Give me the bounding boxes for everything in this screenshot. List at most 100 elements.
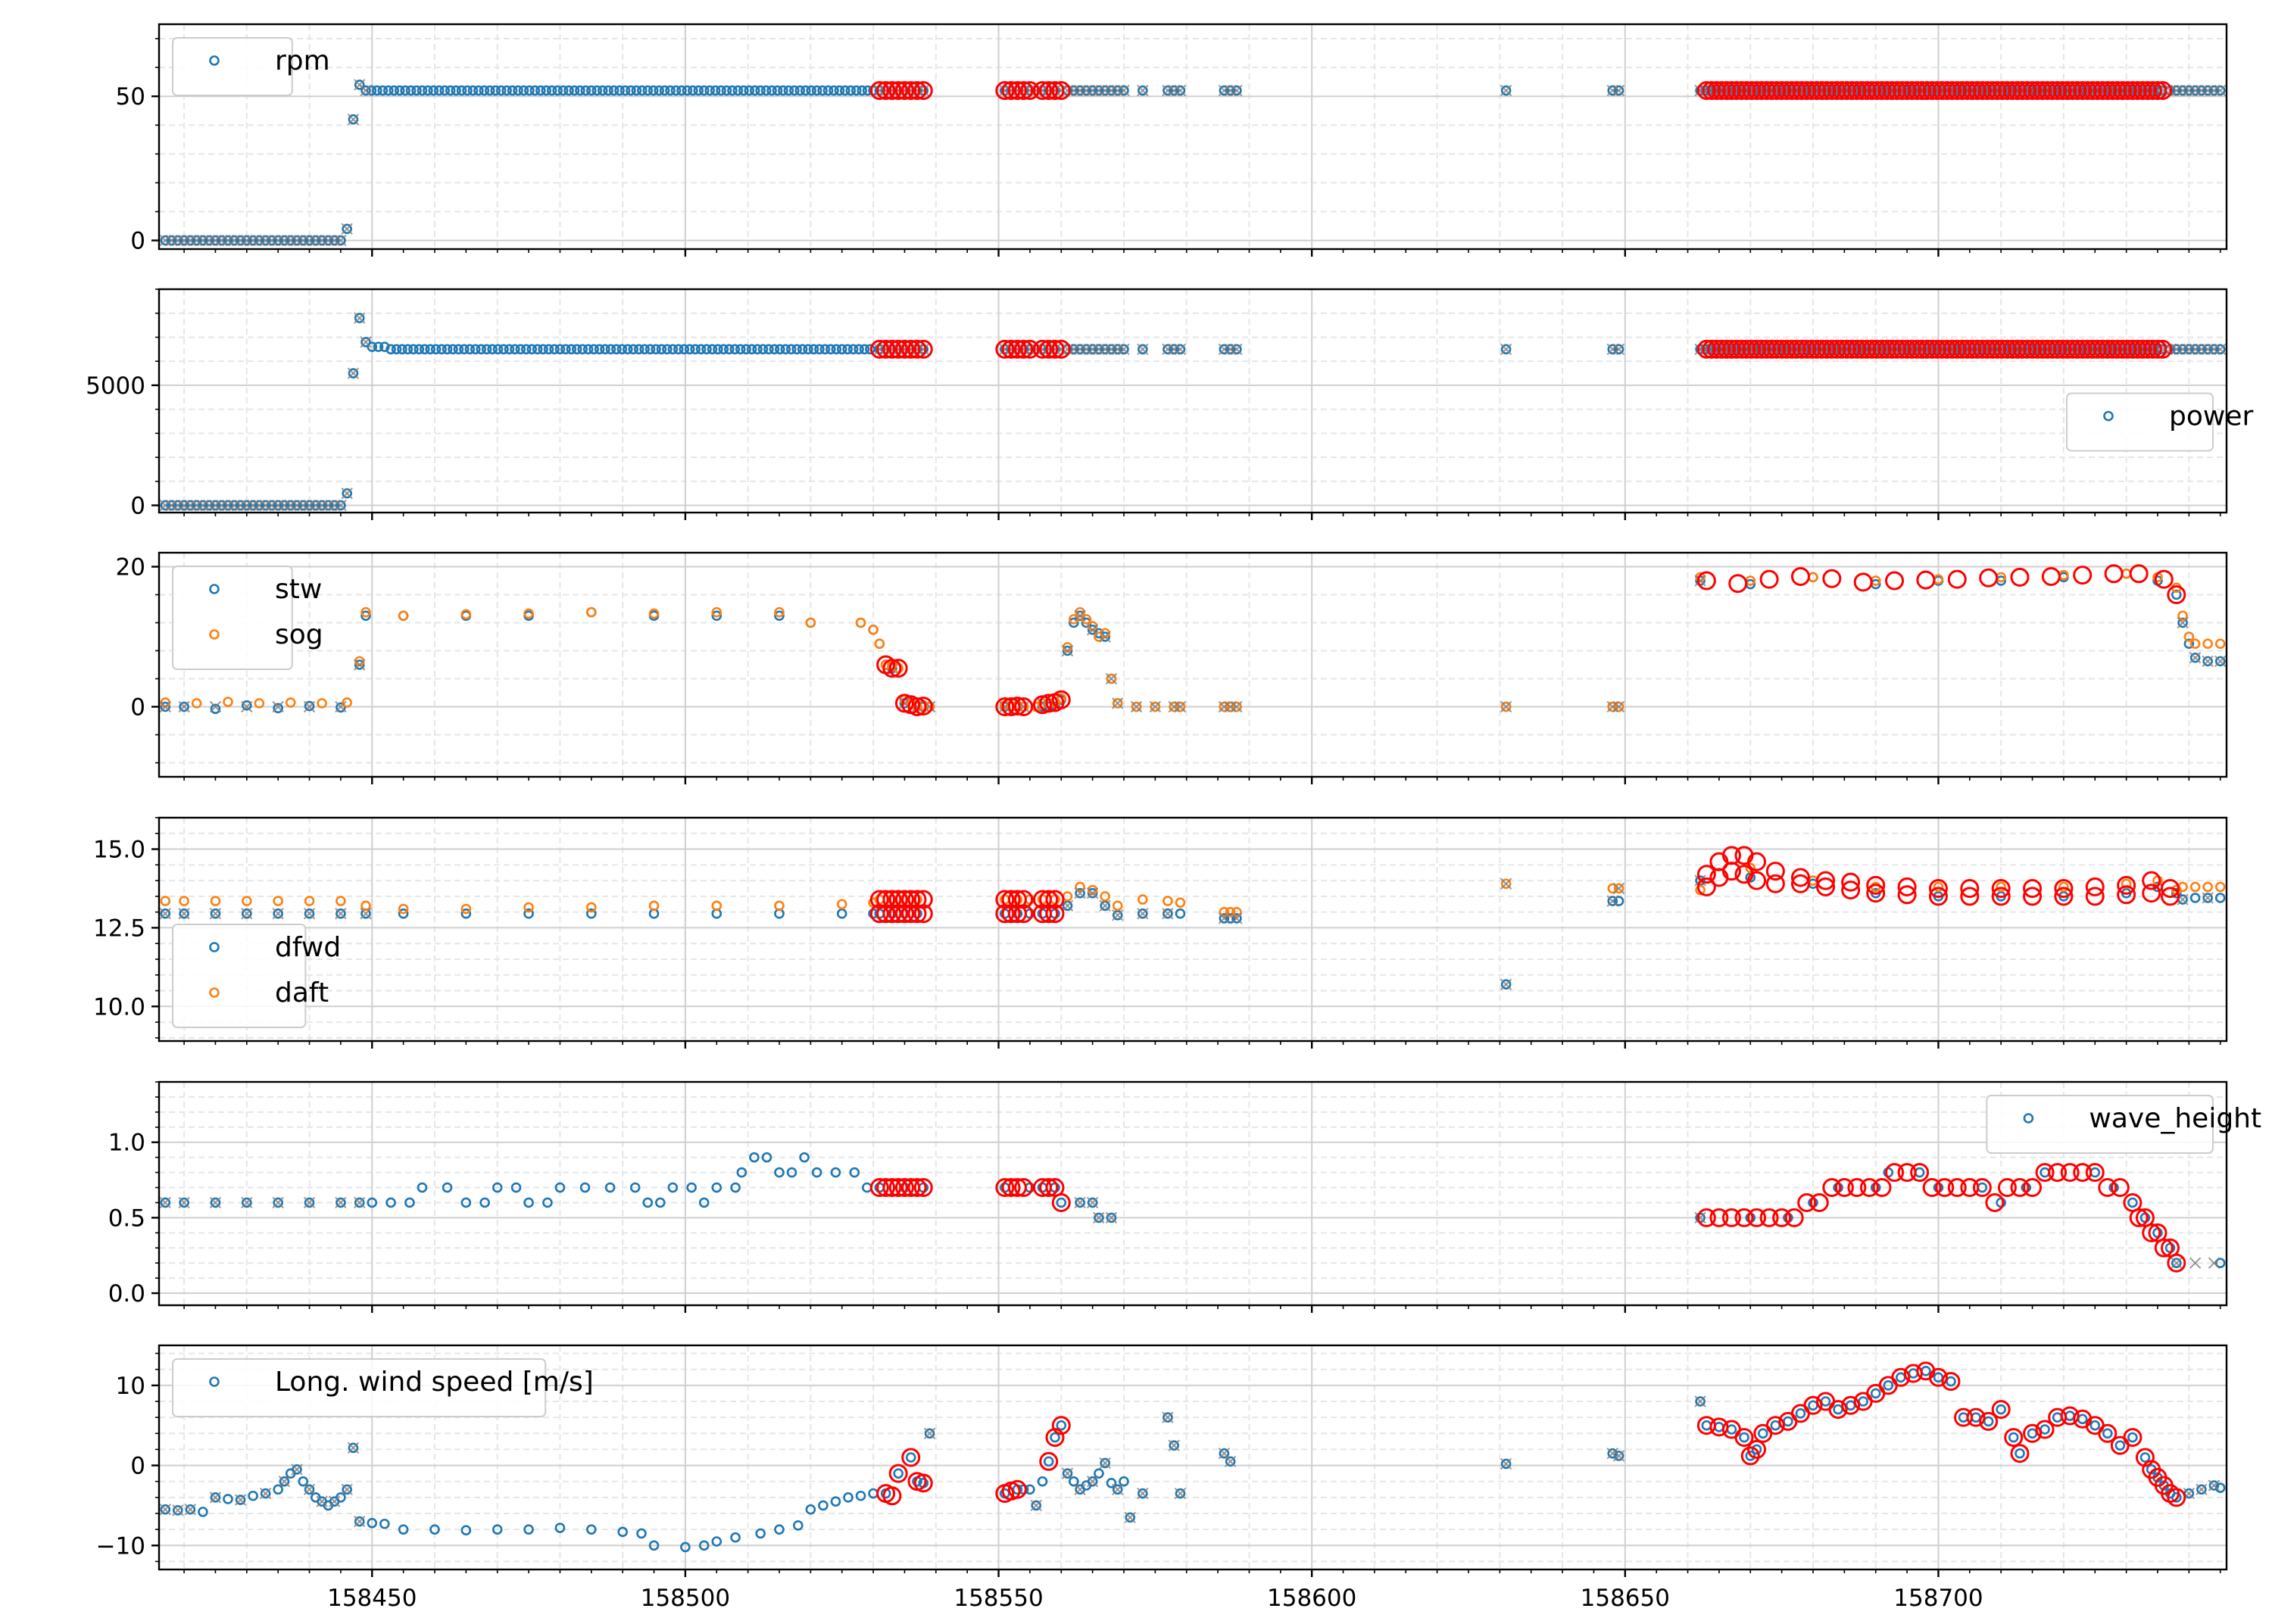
highlight-ring: [894, 339, 914, 359]
point-power: [538, 344, 548, 355]
point-Long. wind speed [m/s]: [2102, 1428, 2113, 1439]
cross-marker: [1086, 1196, 1099, 1209]
point-rpm: [2177, 85, 2188, 96]
point-power: [797, 344, 808, 355]
point-Long. wind speed [m/s]: [905, 1452, 916, 1463]
point-stw: [354, 659, 365, 670]
highlight-ring: [2068, 339, 2087, 359]
point-Long. wind speed [m/s]: [730, 1532, 741, 1543]
highlight-ring: [1762, 339, 1781, 359]
highlight-ring: [2052, 339, 2072, 359]
point-power: [1075, 344, 1085, 355]
point-power: [560, 344, 571, 355]
cross-marker: [272, 1196, 284, 1209]
point-sog: [2202, 638, 2213, 650]
point-daft: [304, 896, 315, 906]
point-Long. wind speed [m/s]: [711, 1536, 722, 1547]
highlight-ring: [1712, 339, 1731, 359]
highlight-ring: [2060, 1163, 2080, 1183]
point-rpm: [1075, 85, 1085, 96]
point-rpm: [423, 85, 433, 96]
point-daft: [1175, 897, 1186, 908]
point-power: [1087, 344, 1098, 355]
highlight-ring: [1962, 339, 1982, 359]
point-sog: [2183, 631, 2195, 642]
point-wave_height: [1087, 1197, 1098, 1208]
point-rpm: [727, 85, 738, 96]
point-stw: [2171, 589, 2182, 600]
point-rpm: [1106, 85, 1117, 96]
point-rpm: [335, 235, 346, 246]
point-power: [667, 344, 679, 355]
point-power: [2183, 344, 2195, 355]
point-power: [360, 336, 371, 348]
highlight-ring: [1007, 1479, 1027, 1499]
highlight-ring: [869, 339, 889, 359]
highlight-ring: [913, 339, 933, 359]
highlight-ring: [1960, 878, 1980, 898]
highlight-ring: [1747, 852, 1767, 871]
point-rpm: [659, 85, 670, 96]
highlight-ring: [1007, 1178, 1027, 1198]
highlight-ring: [1001, 890, 1021, 909]
cross-marker: [354, 1196, 366, 1209]
point-rpm: [755, 85, 766, 96]
highlight-ring: [1721, 81, 1741, 101]
point-stw: [2214, 656, 2226, 667]
point-dfwd: [1231, 913, 1242, 924]
point-wave_height: [1075, 1197, 1085, 1208]
highlight-ring: [1952, 81, 1972, 101]
point-power: [1500, 344, 1512, 355]
highlight-ring: [1822, 569, 1842, 588]
point-daft: [2202, 881, 2213, 893]
highlight-ring: [1717, 81, 1737, 101]
cross-marker: [335, 1196, 347, 1209]
point-rpm: [389, 85, 400, 96]
cross-marker: [1086, 1476, 1099, 1488]
highlight-ring: [1872, 1178, 1892, 1198]
point-wave_height: [417, 1182, 428, 1193]
cross-marker: [335, 700, 347, 713]
point-Long. wind speed [m/s]: [1094, 1468, 1104, 1479]
axes-frame: [158, 551, 2228, 778]
highlight-ring: [1007, 697, 1027, 716]
point-rpm: [535, 85, 546, 96]
point-rpm: [292, 235, 302, 246]
cross-marker: [278, 1476, 291, 1488]
point-Long. wind speed [m/s]: [698, 1540, 710, 1551]
highlight-ring: [1960, 887, 1980, 906]
point-power: [752, 344, 763, 355]
highlight-ring: [1001, 81, 1021, 101]
point-rpm: [716, 85, 726, 96]
point-power: [248, 500, 258, 511]
point-power: [298, 500, 309, 511]
cross-marker: [1174, 700, 1187, 713]
point-Long. wind speed [m/s]: [198, 1507, 208, 1517]
point-sog: [1175, 701, 1186, 712]
highlight-ring: [1807, 81, 1827, 101]
point-rpm: [417, 85, 428, 96]
highlight-ring: [1952, 339, 1972, 359]
cross-marker: [1174, 343, 1187, 356]
highlight-ring: [907, 81, 927, 101]
point-wave_height: [179, 1197, 189, 1208]
highlight-ring: [1732, 81, 1752, 101]
point-power: [532, 344, 543, 355]
point-Long. wind speed [m/s]: [774, 1524, 785, 1535]
point-rpm: [484, 85, 495, 96]
point-power: [335, 500, 346, 511]
cross-marker: [360, 908, 372, 920]
point-rpm: [2196, 85, 2207, 96]
point-stw: [711, 610, 722, 622]
highlight-ring: [1822, 1178, 1842, 1198]
highlight-ring: [2041, 566, 2061, 586]
highlight-ring: [2104, 564, 2124, 584]
highlight-ring: [1020, 339, 1040, 359]
point-Long. wind speed [m/s]: [1870, 1388, 1881, 1399]
point-rpm: [304, 235, 315, 246]
point-power: [459, 344, 470, 355]
highlight-ring: [2118, 81, 2137, 101]
point-rpm: [1500, 85, 1512, 96]
ticks-wave_height: 0.0 0.5 1.0: [108, 1081, 2221, 1313]
highlight-ring: [2035, 1420, 2055, 1439]
